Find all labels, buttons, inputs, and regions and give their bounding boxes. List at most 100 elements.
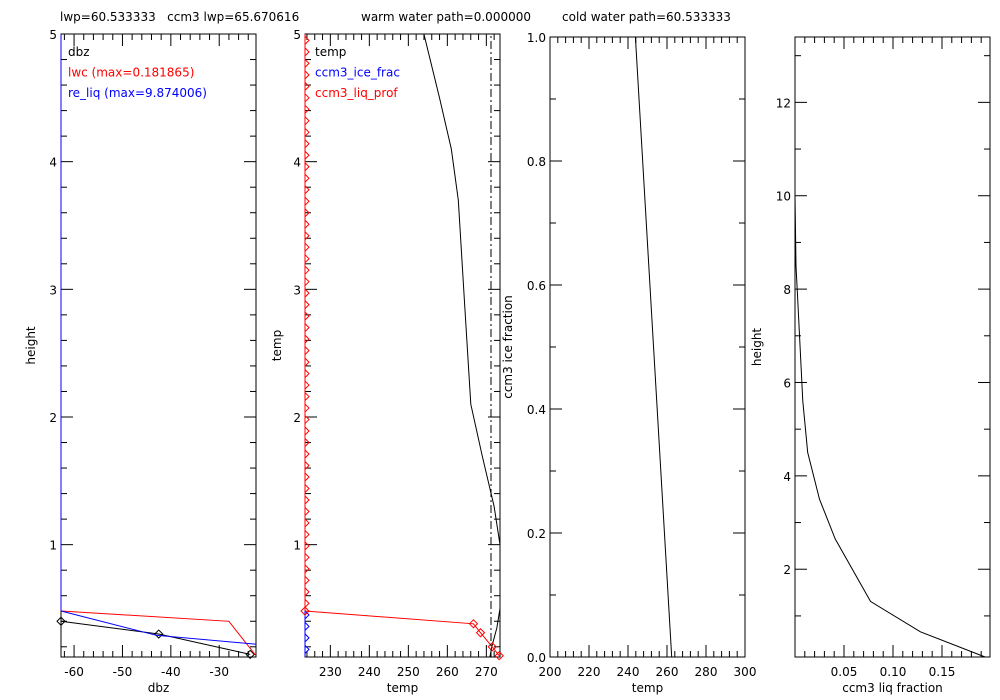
liq-prof-marker [304,484,310,493]
y-tick-label: 5 [293,28,301,42]
x-tick-label: 0.05 [831,665,858,679]
plot-frame [60,33,257,658]
liq-prof-marker [304,231,310,241]
x-tick-label: 230 [319,665,342,679]
data-point-ccm3-liq-prof [494,651,504,661]
plot-frame [304,33,501,658]
ice-frac-marker [304,644,310,654]
data-point-dbz [56,616,66,626]
liq-prof-marker [304,449,310,459]
x-tick-label: 0.10 [880,665,907,679]
ice-frac-marker [304,622,310,631]
data-point-ccm3-liq-prof [300,606,310,616]
legend-entry: re_liq (max=9.874006) [68,86,207,100]
liq-prof-marker [304,564,310,574]
data-point-ccm3-liq-prof [475,628,486,638]
x-axis-label: temp [387,681,418,695]
y-axis-label: height [750,328,764,367]
data-point-dbz [245,649,255,660]
x-tick-label: 220 [578,665,601,679]
y-axis-label: temp [270,330,284,361]
y-tick-label: 6 [783,376,791,390]
x-axis-label: dbz [148,681,170,695]
panel-2: 230 240 250 260 270 1 2 3 4 5 temp temp temp ccm3_ice… [270,28,504,695]
series-line-temp [423,33,501,658]
y-tick-label: 12 [776,96,791,110]
ice-frac-marker [304,633,310,643]
liq-prof-marker [304,541,310,551]
liq-prof-marker [304,461,310,470]
liq-prof-marker [304,553,310,562]
liq-prof-marker [304,392,310,401]
x-tick-label: 280 [695,665,718,679]
series-line-ice-frac [634,36,673,658]
y-tick-label: 5 [49,28,57,42]
x-tick-label: 300 [734,665,757,679]
liq-prof-marker [304,599,310,608]
legend-entry: lwc (max=0.181865) [68,66,194,80]
y-tick-label: 1 [293,539,301,553]
x-tick-label: 260 [656,665,679,679]
liq-prof-marker [304,530,310,539]
liq-prof-marker [304,300,310,310]
liq-prof-marker [304,265,310,275]
panel-3: 200 220 240 260 280 300 0.0 0.2 0.4 0.6 0.8 1.0 temp… [501,31,756,695]
liq-prof-marker [304,173,310,183]
x-axis-label: ccm3 liq fraction [842,681,943,695]
liq-prof-marker [304,403,310,413]
series-line-lwc [60,610,257,657]
title-warm-water-path: warm water path=0.000000 [361,10,531,24]
liq-prof-marker [304,127,310,137]
y-tick-label: 2 [49,411,57,425]
liq-prof-marker [304,369,310,378]
liq-prof-marker [304,334,310,344]
series-line-re-liq [60,610,257,645]
liq-prof-marker [304,139,310,149]
liq-prof-marker [304,36,310,45]
liq-prof-marker [304,415,310,424]
y-tick-label: 0.2 [527,527,546,541]
title-lwp: lwp=60.533333 ccm3 lwp=65.670616 [60,10,299,24]
series-line-liq-frac [794,195,986,658]
plot-frame [794,36,991,658]
x-tick-label: 250 [397,665,420,679]
x-tick-label: -50 [113,665,133,679]
liq-prof-marker [304,576,310,585]
liq-prof-marker [304,208,310,218]
liq-prof-marker [304,507,310,516]
y-tick-label: 1.0 [527,31,546,45]
liq-prof-marker [304,162,310,172]
liq-prof-marker [304,346,310,355]
y-tick-label: 2 [783,563,791,577]
y-tick-label: 0.8 [527,155,546,169]
x-tick-label: -30 [209,665,229,679]
x-tick-label: -60 [64,665,84,679]
y-tick-label: 8 [783,283,791,297]
liq-prof-marker [304,587,310,597]
x-tick-label: 0.15 [929,665,956,679]
liq-prof-marker [304,323,310,332]
y-tick-label: 3 [293,283,301,297]
y-tick-label: 10 [776,190,791,204]
liq-prof-marker [304,277,310,287]
liq-prof-marker [304,116,310,126]
plot-frame [549,36,746,658]
panel-4: 0.05 0.10 0.15 2 4 6 8 10 12 ccm3 liq fraction hei… [750,36,991,695]
liq-prof-marker [304,472,310,482]
x-tick-label: 200 [539,665,562,679]
title-cold-water-path: cold water path=60.533333 [562,10,731,24]
liq-prof-marker [304,70,310,80]
y-tick-label: 0.6 [527,279,546,293]
x-tick-label: 270 [475,665,498,679]
y-tick-label: 2 [293,411,301,425]
y-axis-label: ccm3 ice fraction [501,295,515,399]
series-line-dbz [60,620,251,655]
liq-prof-marker [304,242,310,252]
panel-1: -60 -50 -40 -30 1 2 3 4 5 dbz height dbz lwc (max=0.… [24,28,257,695]
x-tick-label: 240 [358,665,381,679]
y-tick-label: 4 [293,156,301,170]
liq-prof-marker [304,185,310,195]
liq-prof-marker [304,311,310,321]
liq-prof-marker [304,380,310,390]
